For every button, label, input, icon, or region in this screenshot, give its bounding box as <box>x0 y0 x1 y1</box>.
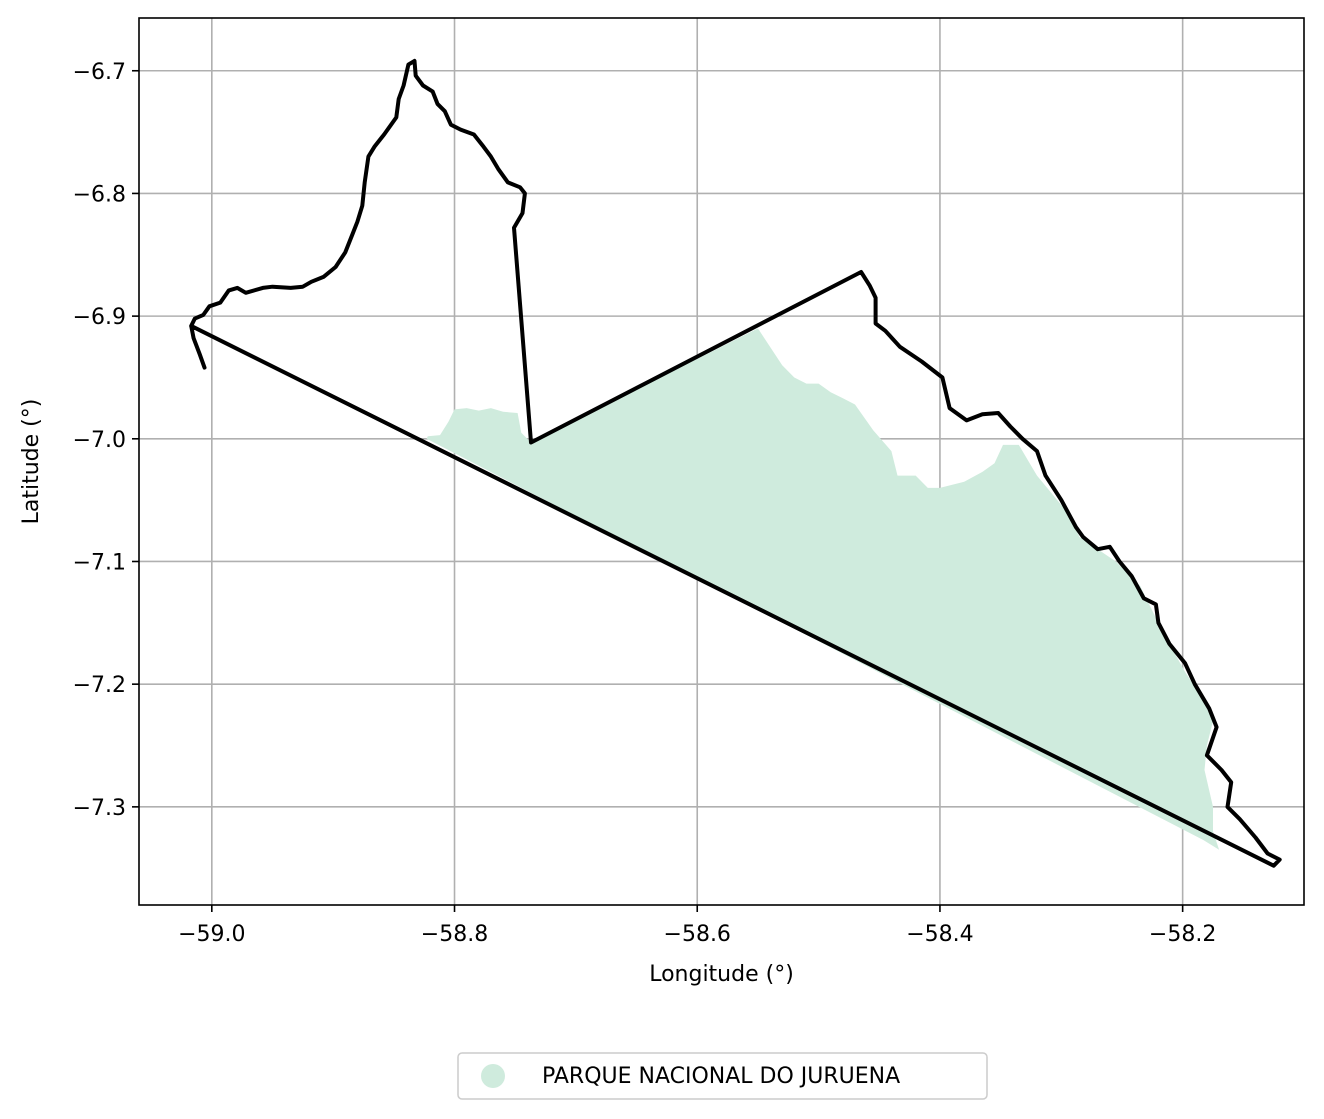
x-axis-label: Longitude (°) <box>649 962 794 987</box>
y-tick-label: −6.8 <box>73 182 126 207</box>
y-tick-label: −7.0 <box>73 428 126 453</box>
map-data <box>189 58 1282 868</box>
park-area-polygon <box>426 328 1220 850</box>
x-tick-label: −58.2 <box>1149 922 1216 947</box>
legend-marker-park <box>481 1064 505 1088</box>
x-tick-label: −58.8 <box>421 922 488 947</box>
x-tick-label: −58.6 <box>664 922 731 947</box>
boundary-outline <box>189 58 1282 868</box>
y-tick-label: −7.2 <box>73 673 126 698</box>
y-axis-label: Latitude (°) <box>19 399 44 525</box>
legend-label-park: PARQUE NACIONAL DO JURUENA <box>542 1064 900 1089</box>
legend: PARQUE NACIONAL DO JURUENA <box>457 1052 988 1100</box>
y-tick-label: −6.9 <box>73 305 126 330</box>
y-tick-label: −7.3 <box>73 796 126 821</box>
axis-ticks: −59.0 −58.8 −58.6 −58.4 −58.2 −6.7 −6.8 −6.9 −7.… <box>73 60 1217 947</box>
legend-frame <box>457 1052 988 1100</box>
y-tick-label: −7.1 <box>73 550 126 575</box>
plot-area-frame <box>138 17 1305 906</box>
x-tick-label: −59.0 <box>178 922 245 947</box>
y-tick-label: −6.7 <box>73 60 126 85</box>
x-tick-label: −58.4 <box>906 922 973 947</box>
